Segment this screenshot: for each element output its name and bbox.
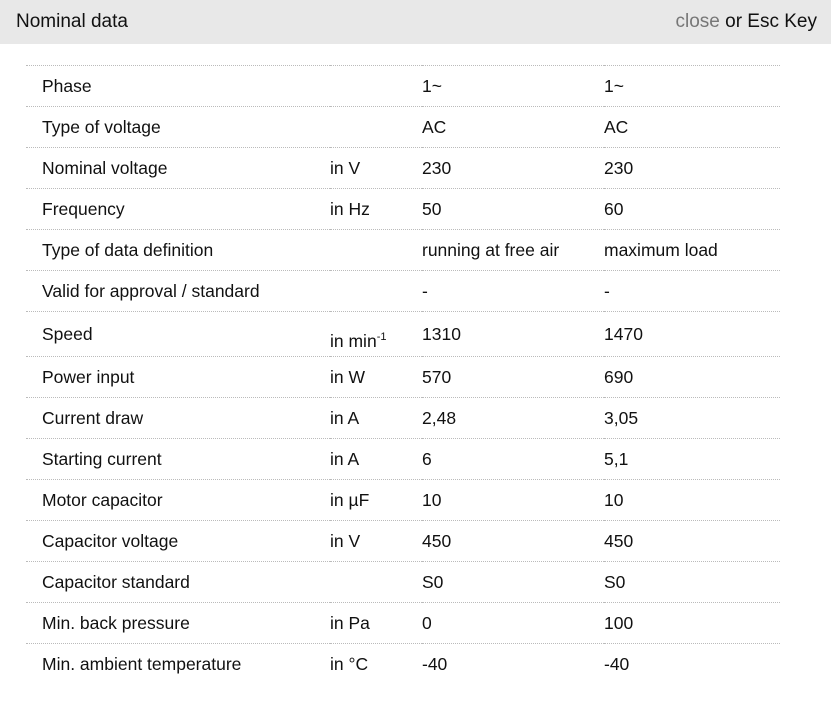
value-60hz: 10	[604, 479, 780, 521]
value-60hz: S0	[604, 561, 780, 603]
value-50hz: 230	[422, 147, 604, 189]
row-unit: in µF	[330, 479, 422, 521]
table-row: Min. ambient temperature in °C -40 -40	[26, 643, 780, 684]
row-unit	[330, 561, 422, 603]
table-row: Starting current in A 6 5,1	[26, 438, 780, 480]
row-unit: in Pa	[330, 602, 422, 644]
table-row: Speed in min-1 1310 1470	[26, 311, 780, 357]
value-50hz: 1~	[422, 65, 604, 107]
value-50hz: AC	[422, 106, 604, 148]
value-60hz: 60	[604, 188, 780, 230]
row-unit	[330, 106, 422, 148]
value-60hz: -40	[604, 643, 780, 684]
row-label: Speed	[26, 311, 330, 357]
value-50hz: 50	[422, 188, 604, 230]
table-row: Valid for approval / standard - -	[26, 270, 780, 312]
row-label: Motor capacitor	[26, 479, 330, 521]
row-unit: in V	[330, 147, 422, 189]
row-label: Min. ambient temperature	[26, 643, 330, 684]
value-50hz: S0	[422, 561, 604, 603]
table-row: Min. back pressure in Pa 0 100	[26, 602, 780, 644]
value-60hz: 1470	[604, 311, 780, 357]
row-label: Valid for approval / standard	[26, 270, 330, 312]
value-50hz: 6	[422, 438, 604, 480]
value-60hz: -	[604, 270, 780, 312]
row-label: Power input	[26, 356, 330, 398]
dialog-header: Nominal data close or Esc Key	[0, 0, 831, 44]
value-50hz: 450	[422, 520, 604, 562]
row-label: Capacitor voltage	[26, 520, 330, 562]
value-50hz: 0	[422, 602, 604, 644]
table-row: Capacitor standard S0 S0	[26, 561, 780, 603]
value-60hz: 1~	[604, 65, 780, 107]
row-unit: in W	[330, 356, 422, 398]
table-row: Frequency in Hz 50 60	[26, 188, 780, 230]
value-60hz: 230	[604, 147, 780, 189]
value-60hz: 100	[604, 602, 780, 644]
close-link[interactable]: close	[675, 11, 720, 32]
value-50hz: 10	[422, 479, 604, 521]
close-hint: close or Esc Key	[675, 11, 817, 32]
value-60hz: maximum load	[604, 229, 780, 271]
row-unit: in A	[330, 438, 422, 480]
row-label: Min. back pressure	[26, 602, 330, 644]
row-unit: in A	[330, 397, 422, 439]
table-row: Type of voltage AC AC	[26, 106, 780, 148]
value-50hz: 2,48	[422, 397, 604, 439]
row-label: Nominal voltage	[26, 147, 330, 189]
nominal-data-table: Phase 1~ 1~ Type of voltage AC AC Nominal …	[26, 65, 780, 684]
value-60hz: 3,05	[604, 397, 780, 439]
value-60hz: 450	[604, 520, 780, 562]
row-label: Phase	[26, 65, 330, 107]
row-label: Type of data definition	[26, 229, 330, 271]
row-unit	[330, 65, 422, 107]
value-50hz: 570	[422, 356, 604, 398]
row-label: Current draw	[26, 397, 330, 439]
row-label: Type of voltage	[26, 106, 330, 148]
row-label: Starting current	[26, 438, 330, 480]
table-row: Phase 1~ 1~	[26, 65, 780, 107]
row-unit	[330, 229, 422, 271]
row-label: Capacitor standard	[26, 561, 330, 603]
row-unit: in °C	[330, 643, 422, 684]
table-row: Type of data definition running at free …	[26, 229, 780, 271]
row-unit: in Hz	[330, 188, 422, 230]
value-60hz: 690	[604, 356, 780, 398]
unit-superscript: -1	[376, 331, 387, 344]
value-60hz: 5,1	[604, 438, 780, 480]
table-row: Nominal voltage in V 230 230	[26, 147, 780, 189]
row-unit: in min-1	[330, 311, 422, 357]
value-50hz: -40	[422, 643, 604, 684]
row-unit: in V	[330, 520, 422, 562]
table-row: Current draw in A 2,48 3,05	[26, 397, 780, 439]
table-row: Power input in W 570 690	[26, 356, 780, 398]
value-60hz: AC	[604, 106, 780, 148]
table-row: Capacitor voltage in V 450 450	[26, 520, 780, 562]
table-row: Motor capacitor in µF 10 10	[26, 479, 780, 521]
dialog-title: Nominal data	[16, 11, 128, 32]
row-label: Frequency	[26, 188, 330, 230]
value-50hz: -	[422, 270, 604, 312]
row-unit	[330, 270, 422, 312]
value-50hz: 1310	[422, 311, 604, 357]
value-50hz: running at free air	[422, 229, 604, 271]
